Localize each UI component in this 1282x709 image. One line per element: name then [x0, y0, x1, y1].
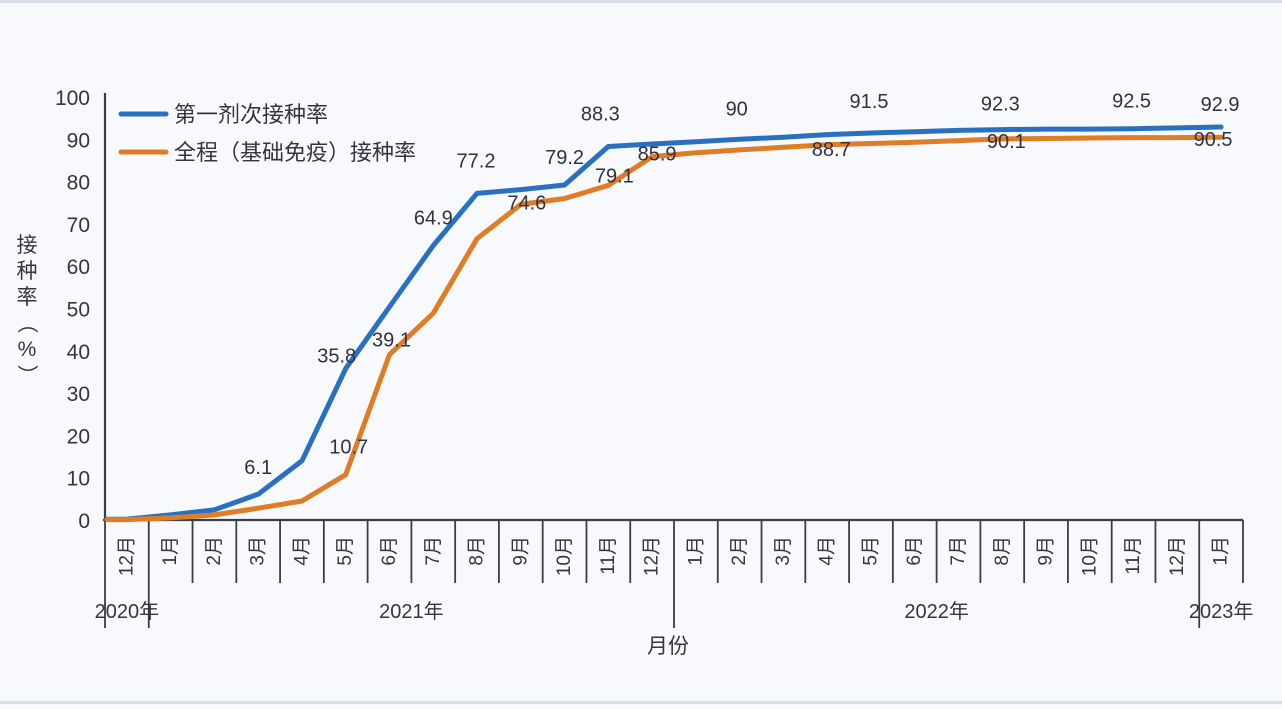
data-label: 92.5 — [1112, 91, 1151, 113]
x-tick-label: 8月 — [467, 536, 488, 566]
legend-label: 全程（基础免疫）接种率 — [174, 140, 416, 165]
data-label: 88.3 — [581, 104, 620, 126]
series-lines — [104, 124, 1224, 523]
y-axis-title-char: 率 — [17, 286, 38, 309]
x-tick-label: 11月 — [1123, 536, 1144, 575]
data-label: 92.3 — [981, 94, 1020, 116]
y-tick-label: 0 — [78, 510, 90, 533]
x-tick-label: 8月 — [992, 536, 1013, 566]
y-tick-label: 50 — [67, 299, 90, 322]
x-tick-label: 6月 — [379, 536, 400, 566]
y-axis-title-char: % — [18, 338, 37, 361]
legend-label: 第一剂次接种率 — [174, 102, 328, 127]
data-label: 91.5 — [850, 91, 889, 113]
data-label: 85.9 — [638, 144, 677, 166]
y-tick-label: 80 — [67, 172, 90, 195]
x-tick-label: 9月 — [1036, 536, 1057, 566]
x-tick-label: 10月 — [1079, 536, 1100, 576]
x-tick-label: 12月 — [1167, 536, 1188, 576]
year-label: 2023年 — [1189, 600, 1254, 623]
data-label: 88.7 — [812, 139, 851, 161]
data-label: 6.1 — [244, 457, 272, 479]
x-tick-label: 7月 — [423, 536, 444, 566]
data-label: 79.1 — [595, 165, 634, 187]
x-tick-label: 7月 — [948, 536, 969, 566]
x-tick-label: 6月 — [904, 536, 925, 566]
y-tick-label: 10 — [67, 468, 90, 491]
x-tick-label: 12月 — [642, 536, 663, 576]
x-tick-label: 1月 — [160, 536, 181, 566]
x-tick-label: 12月 — [116, 536, 137, 576]
data-label: 92.9 — [1201, 94, 1240, 116]
y-tick-label: 20 — [67, 425, 90, 448]
y-axis-title: 接种率 （% ） — [15, 234, 38, 386]
x-tick-label: 3月 — [248, 536, 269, 566]
y-tick-label: 100 — [55, 87, 90, 110]
x-tick-label: 5月 — [335, 536, 356, 566]
data-label: 90 — [726, 98, 748, 120]
year-label: 2022年 — [904, 600, 969, 623]
data-label: 90.1 — [987, 131, 1026, 153]
x-tick-label: 5月 — [860, 536, 881, 566]
y-tick-label: 60 — [67, 256, 90, 279]
y-axis-title-char: 种 — [17, 260, 38, 283]
data-label: 64.9 — [414, 208, 453, 230]
data-label: 77.2 — [457, 150, 496, 172]
data-label: 35.8 — [317, 346, 356, 368]
data-point-labels: 6.1 35.8 64.9 77.2 79.2 88.3 90 91.5 92.3 92.5 92.… — [244, 91, 1239, 480]
x-tick-label: 1月 — [1211, 536, 1232, 566]
data-label: 90.5 — [1194, 129, 1233, 151]
x-tick-label: 2月 — [729, 536, 750, 566]
data-label: 74.6 — [507, 192, 546, 214]
x-tick-label: 10月 — [554, 536, 575, 576]
top-edge-line — [0, 0, 1282, 3]
y-axis-title-char: （ — [15, 313, 38, 334]
legend-item-full-course: 全程（基础免疫）接种率 — [118, 140, 416, 165]
data-label: 79.2 — [545, 147, 584, 169]
x-tick-label: 11月 — [598, 536, 619, 575]
year-label: 2020年 — [95, 600, 160, 623]
series-line-first-dose — [104, 124, 1224, 522]
y-tick-label: 90 — [67, 129, 90, 152]
x-tick-label: 4月 — [291, 536, 312, 566]
x-axis: 12月 1月 2月 3月 4月 5月 6月 7月 8月 9月 10月 11月 12月 1月 2月 3月 4月 5月… — [95, 518, 1254, 628]
data-label: 39.1 — [372, 330, 411, 352]
x-tick-label: 4月 — [817, 536, 838, 566]
x-tick-label: 3月 — [773, 536, 794, 566]
y-axis: 0 10 20 30 40 50 60 70 80 90 100 — [55, 87, 107, 533]
x-tick-label: 2月 — [204, 536, 225, 566]
year-label: 2021年 — [379, 600, 444, 623]
y-tick-label: 70 — [67, 214, 90, 237]
x-tick-label: 9月 — [510, 536, 531, 566]
bottom-edge-line — [0, 701, 1282, 704]
x-axis-title: 月份 — [647, 635, 689, 658]
data-label: 10.7 — [329, 437, 368, 459]
y-tick-label: 40 — [67, 341, 90, 364]
x-tick-label: 1月 — [685, 536, 706, 566]
y-axis-title-char: ） — [15, 365, 38, 386]
y-axis-title-char: 接 — [17, 234, 38, 257]
y-tick-label: 30 — [67, 383, 90, 406]
series-line-full-course — [104, 134, 1224, 523]
legend-item-first-dose: 第一剂次接种率 — [118, 102, 328, 127]
